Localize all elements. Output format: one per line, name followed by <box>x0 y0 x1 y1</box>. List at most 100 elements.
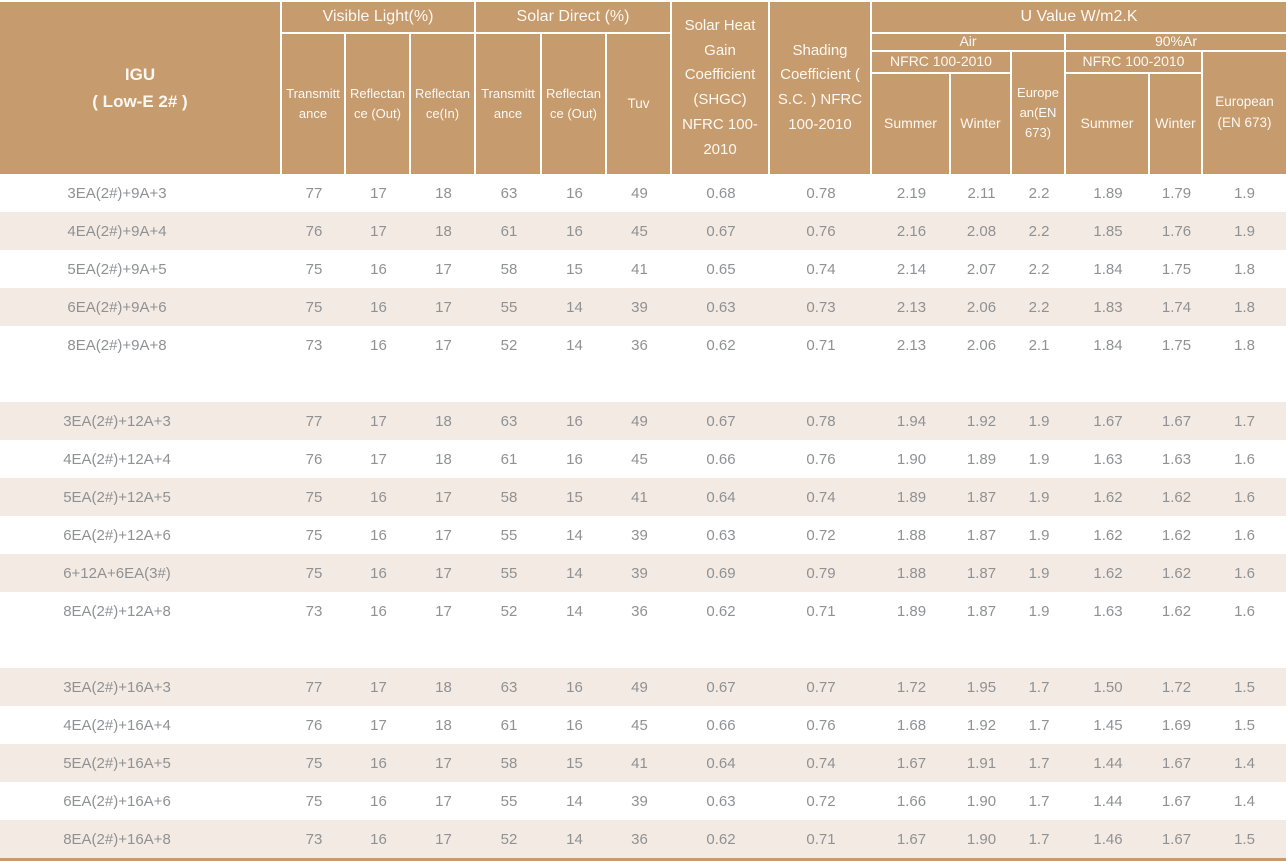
air-subgroup-header: Air <box>872 34 1064 50</box>
shgc-value: 0.64 <box>706 754 736 772</box>
air-winter-value: 1.92 <box>966 716 997 734</box>
tuv-value: 49 <box>631 678 648 696</box>
sd-transmittance-value: 58 <box>500 260 518 278</box>
air-summer-value: 1.67 <box>896 830 927 848</box>
igu-label: 8EA(2#)+9A+8 <box>67 336 167 354</box>
ar-summer-value: 1.50 <box>1093 678 1123 696</box>
air-summer-value: 1.90 <box>896 450 927 468</box>
air-european-value: 1.7 <box>1028 792 1050 810</box>
vl-reflectance-in-value: 17 <box>435 336 452 354</box>
ar-european-value: 1.8 <box>1234 260 1255 278</box>
air-winter-header: Winter <box>951 74 1010 174</box>
ar-european-value: 1.4 <box>1234 792 1255 810</box>
vl-transmittance-value: 75 <box>305 564 323 582</box>
air-european-value: 2.2 <box>1028 222 1050 240</box>
sd-transmittance-value: 55 <box>500 298 518 316</box>
shgc-value: 0.63 <box>706 526 736 544</box>
igu-label: 6EA(2#)+12A+6 <box>63 526 171 544</box>
table-row: 3EA(2#)+12A+3 77 17 18 63 16 49 0.67 0.78 1.94 1.9… <box>0 402 1286 440</box>
ar-summer-value: 1.45 <box>1093 716 1123 734</box>
air-european-value: 1.7 <box>1028 830 1050 848</box>
shading-coefficient-value: 0.71 <box>806 830 836 848</box>
ar-european-value: 1.6 <box>1234 488 1255 506</box>
air-winter-value: 1.87 <box>966 488 997 506</box>
shading-coefficient-value: 0.74 <box>806 754 836 772</box>
igu-label: 3EA(2#)+16A+3 <box>63 678 171 696</box>
sd-transmittance-value: 55 <box>500 526 518 544</box>
vl-transmittance-value: 75 <box>305 488 323 506</box>
shading-coefficient-value: 0.79 <box>806 564 836 582</box>
sd-reflectance-out-value: 14 <box>566 526 583 544</box>
ar-winter-value: 1.67 <box>1161 792 1192 810</box>
shgc-value: 0.62 <box>706 602 736 620</box>
air-european-value: 2.2 <box>1028 298 1050 316</box>
air-european-value: 1.9 <box>1028 450 1050 468</box>
ar-winter-value: 1.67 <box>1161 412 1192 430</box>
tuv-value: 39 <box>631 564 648 582</box>
vl-transmittance-value: 73 <box>305 602 323 620</box>
sd-reflectance-out-value: 14 <box>566 602 583 620</box>
vl-transmittance-value: 75 <box>305 260 323 278</box>
sd-transmittance-value: 58 <box>500 488 518 506</box>
sd-reflectance-out-value: 14 <box>566 298 583 316</box>
shading-coefficient-value: 0.72 <box>806 792 836 810</box>
shgc-value: 0.66 <box>706 450 736 468</box>
sd-reflectance-out-value: 16 <box>566 222 583 240</box>
ar-summer-value: 1.62 <box>1093 526 1123 544</box>
air-summer-value: 2.13 <box>896 336 927 354</box>
shading-coefficient-value: 0.76 <box>806 450 836 468</box>
group-spacer <box>0 630 1286 668</box>
igu-title-line1: IGU <box>124 64 156 84</box>
shgc-value: 0.66 <box>706 716 736 734</box>
air-summer-value: 1.88 <box>896 564 927 582</box>
shading-coefficient-value: 0.73 <box>806 298 836 316</box>
sd-transmittance-value: 61 <box>500 716 518 734</box>
tuv-value: 41 <box>631 754 648 772</box>
vl-transmittance-value: 75 <box>305 754 323 772</box>
ar-winter-value: 1.63 <box>1161 450 1192 468</box>
table-body: 3EA(2#)+9A+3 77 17 18 63 16 49 0.68 0.78 2.19 2.11… <box>0 174 1286 858</box>
shgc-value: 0.62 <box>706 336 736 354</box>
vl-reflectance-in-value: 18 <box>435 222 452 240</box>
vl-transmittance-value: 77 <box>305 678 323 696</box>
vl-reflectance-out-value: 16 <box>370 488 387 506</box>
air-european-value: 1.7 <box>1028 716 1050 734</box>
igu-label: 5EA(2#)+12A+5 <box>63 488 171 506</box>
sd-reflectance-out-value: 14 <box>566 336 583 354</box>
shading-coefficient-column-header: Shading Coefficient ( S.C. ) NFRC 100-20… <box>770 2 870 174</box>
air-summer-value: 2.19 <box>896 184 927 202</box>
sd-transmittance-value: 63 <box>500 412 518 430</box>
air-winter-value: 1.91 <box>966 754 997 772</box>
shading-coefficient-value: 0.78 <box>806 412 836 430</box>
shgc-value: 0.67 <box>706 222 736 240</box>
shgc-value: 0.68 <box>706 184 736 202</box>
table-row: 8EA(2#)+9A+8 73 16 17 52 14 36 0.62 0.71 2.13 2.06… <box>0 326 1286 364</box>
vl-reflectance-out-value: 16 <box>370 792 387 810</box>
vl-reflectance-in-header: Reflectance(In) <box>411 34 474 174</box>
air-european-value: 1.9 <box>1028 526 1050 544</box>
igu-title-line2: ( Low-E 2# ) <box>92 92 188 111</box>
vl-reflectance-in-value: 18 <box>435 450 452 468</box>
air-winter-value: 1.90 <box>966 792 997 810</box>
sd-reflectance-out-value: 16 <box>566 412 583 430</box>
igu-label: 3EA(2#)+9A+3 <box>67 184 167 202</box>
sd-transmittance-value: 61 <box>500 450 518 468</box>
vl-reflectance-out-value: 16 <box>370 754 387 772</box>
vl-transmittance-value: 77 <box>305 184 323 202</box>
tuv-value: 39 <box>631 298 648 316</box>
air-summer-value: 1.68 <box>896 716 927 734</box>
vl-reflectance-in-value: 18 <box>435 184 452 202</box>
sd-reflectance-out-value: 15 <box>566 260 583 278</box>
air-winter-value: 1.87 <box>966 602 997 620</box>
tuv-value: 45 <box>631 450 648 468</box>
table-row: 6EA(2#)+12A+6 75 16 17 55 14 39 0.63 0.72 1.88 1.8… <box>0 516 1286 554</box>
table-header: IGU ( Low-E 2# ) Visible Light(%) Solar … <box>0 0 1286 174</box>
argon-summer-header: Summer <box>1066 74 1148 174</box>
vl-reflectance-in-value: 18 <box>435 716 452 734</box>
argon-subgroup-header: 90%Ar <box>1066 34 1286 50</box>
air-european-value: 1.9 <box>1028 564 1050 582</box>
tuv-value: 49 <box>631 412 648 430</box>
shgc-value: 0.62 <box>706 830 736 848</box>
sd-transmittance-value: 61 <box>500 222 518 240</box>
